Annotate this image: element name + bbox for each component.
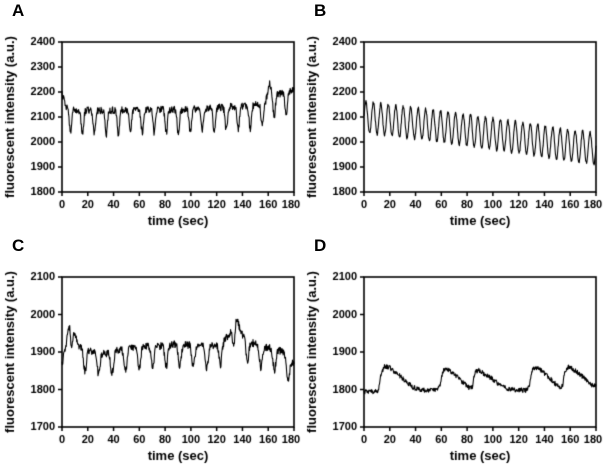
panel-c-chart [0,235,302,470]
panel-a: A [0,0,302,235]
panel-b: B [302,0,604,235]
panel-d: D [302,235,604,470]
panel-c-letter: C [12,236,25,255]
panel-d-letter: D [314,236,327,255]
panel-a-chart [0,0,302,235]
panel-c: C [0,235,302,470]
panel-a-letter: A [12,1,25,20]
panel-b-chart [302,0,604,235]
panel-b-letter: B [314,1,327,20]
panel-d-chart [302,235,604,470]
